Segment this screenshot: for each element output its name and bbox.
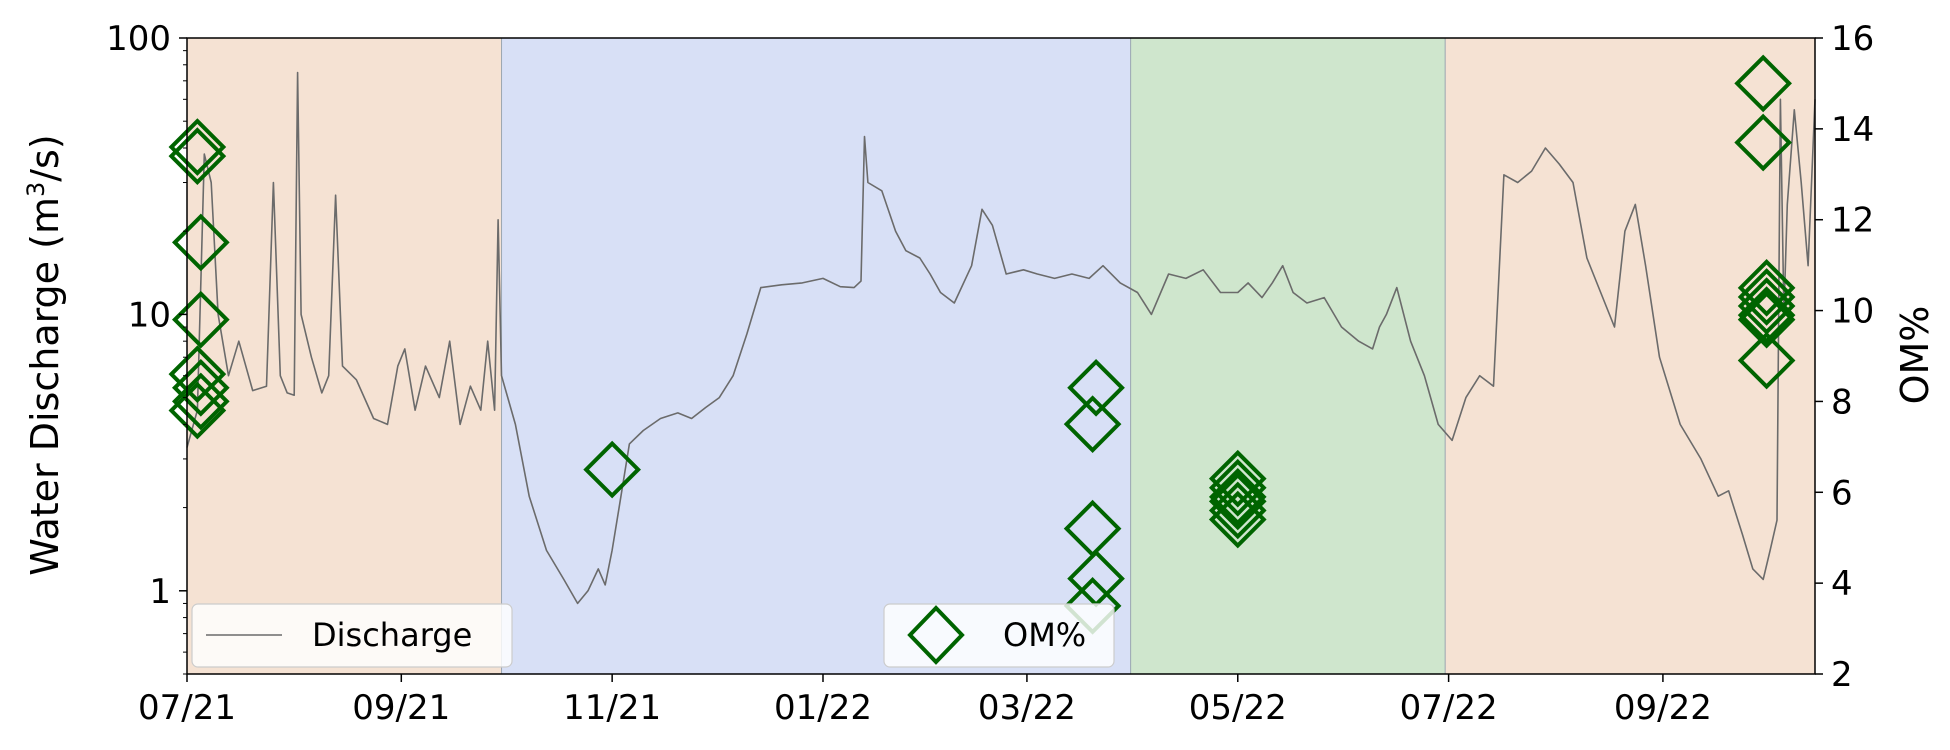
season-band-3	[1445, 38, 1815, 674]
y2-tick-label-5: 12	[1831, 201, 1874, 241]
om-point-22	[1737, 259, 1796, 317]
left-axis-ticks: 1 10 100	[106, 19, 187, 675]
x-tick-label-3: 01/22	[774, 688, 872, 728]
season-bands	[187, 38, 1815, 674]
legend-discharge: Discharge	[191, 603, 513, 668]
om-point-18	[1208, 481, 1267, 540]
om-point-3	[171, 290, 230, 349]
om-point-0	[168, 118, 227, 176]
om-point-19	[1208, 490, 1267, 549]
x-tick-label-1: 09/21	[352, 688, 450, 728]
y2-tick-label-7: 16	[1831, 19, 1874, 59]
right-axis-ticks: 2 4 6 8 10 12 14 16	[1815, 19, 1874, 695]
om-point-15	[1208, 458, 1267, 517]
y2-tick-label-2: 6	[1831, 473, 1853, 513]
om-point-16	[1208, 468, 1267, 526]
discharge-line	[186, 71, 1816, 605]
y2-tick-label-3: 8	[1831, 382, 1853, 422]
x-tick-label-0: 07/21	[138, 688, 236, 728]
legend-om-label: OM%	[1003, 616, 1086, 654]
om-point-17	[1208, 472, 1267, 531]
om-point-10	[1063, 395, 1122, 453]
y-tick-label-2: 100	[106, 19, 171, 59]
y2-tick-label-6: 14	[1831, 110, 1874, 150]
y-tick-label-0: 1	[149, 572, 171, 612]
om-point-26	[1737, 290, 1796, 349]
y2-tick-label-4: 10	[1831, 292, 1874, 332]
om-point-9	[1067, 358, 1125, 417]
y2-tick-label-0: 2	[1831, 655, 1853, 695]
x-tick-label-5: 05/22	[1189, 688, 1287, 728]
x-tick-label-2: 11/21	[563, 688, 661, 728]
legend-om: OM%	[883, 603, 1115, 668]
legend-discharge-label: Discharge	[312, 616, 472, 654]
om-point-2	[171, 213, 230, 272]
x-axis-ticks: 07/21 09/21 11/21 01/22 03/22 05/22 07/22 09/22	[138, 674, 1712, 728]
om-point-23	[1737, 268, 1796, 326]
om-point-6	[171, 372, 230, 431]
om-point-20	[1734, 54, 1792, 113]
season-band-0	[187, 38, 502, 674]
om-point-8	[583, 440, 641, 499]
om-point-7	[168, 381, 227, 440]
legend-om-box	[883, 603, 1115, 668]
legend-discharge-box	[191, 603, 513, 668]
om-point-5	[171, 358, 230, 417]
x-tick-label-7: 09/22	[1614, 688, 1712, 728]
season-band-1	[501, 38, 1131, 674]
om-point-21	[1734, 113, 1792, 172]
discharge-series	[186, 71, 1816, 605]
season-band-2	[1130, 38, 1446, 674]
right-axis-label: OM%	[1893, 306, 1937, 405]
om-point-27	[1737, 331, 1796, 390]
om-point-4	[168, 345, 227, 403]
om-point-1	[168, 127, 227, 185]
x-tick-label-4: 03/22	[978, 688, 1076, 728]
om-series	[168, 54, 1796, 635]
plot-frame	[186, 37, 1816, 675]
y2-tick-label-1: 4	[1831, 564, 1853, 604]
left-axis-label: Water Discharge (m3/s)	[22, 134, 67, 575]
x-tick-label-6: 07/22	[1400, 688, 1498, 728]
legend-om-diamond-icon	[907, 605, 965, 665]
om-point-14	[1208, 449, 1267, 508]
y-tick-label-1: 10	[128, 295, 171, 335]
om-point-25	[1737, 286, 1796, 344]
